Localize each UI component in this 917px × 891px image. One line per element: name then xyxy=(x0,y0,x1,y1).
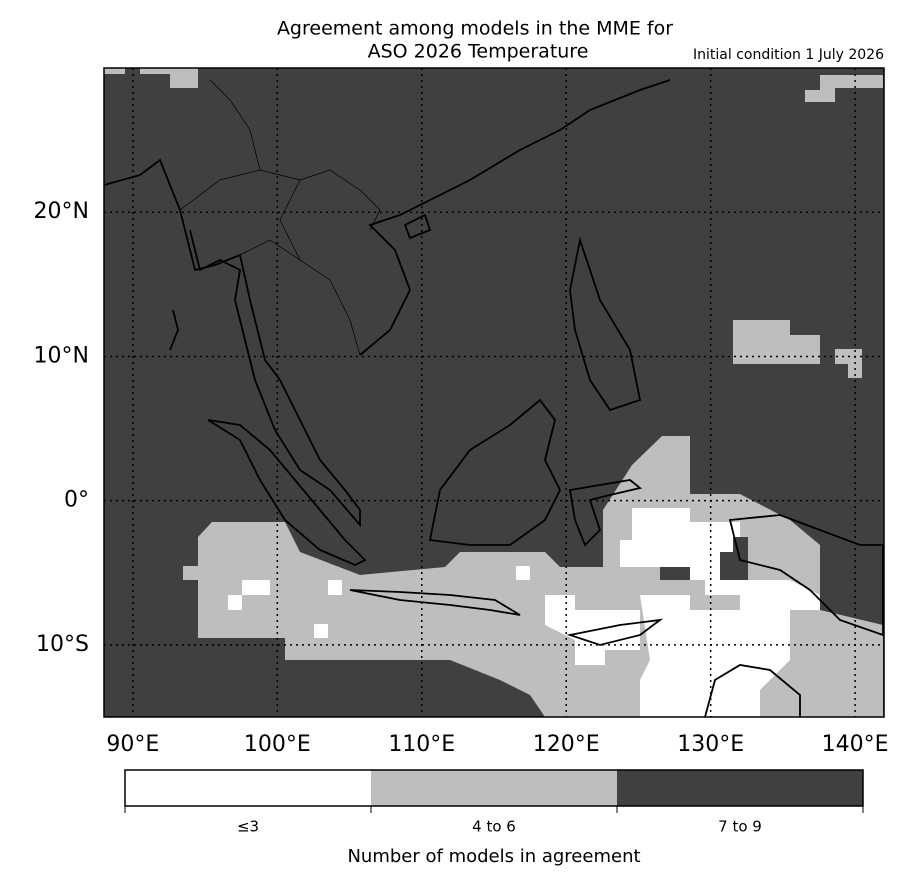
region-medium xyxy=(733,320,820,364)
coastline xyxy=(568,479,643,547)
coastline xyxy=(359,79,671,356)
country-border xyxy=(179,79,381,356)
map-area xyxy=(104,68,884,717)
map-frame xyxy=(103,67,885,718)
coastline xyxy=(349,589,521,616)
region-low xyxy=(328,580,342,595)
title-line: Agreement among models in the MME for xyxy=(277,18,673,40)
ticks: 90°E 100°E 110°E 120°E 130°E 140°E 20°N 10°N 0° 1… xyxy=(34,199,889,757)
x-tick-label: 140°E xyxy=(822,732,889,757)
x-tick-label: 100°E xyxy=(244,732,311,757)
region-low xyxy=(228,580,270,610)
region-high xyxy=(660,567,690,580)
coastline xyxy=(704,664,801,717)
coastline xyxy=(428,398,562,546)
region-low xyxy=(516,566,530,580)
y-tick-label: 20°N xyxy=(34,199,89,224)
region-high xyxy=(720,537,748,580)
region-medium xyxy=(104,68,125,74)
subtitle: Initial condition 1 July 2026 xyxy=(693,47,884,63)
x-tick-label: 90°E xyxy=(106,732,159,757)
legend-title: Number of models in agreement xyxy=(347,846,640,867)
x-tick-label: 130°E xyxy=(677,732,744,757)
y-tick-label: 0° xyxy=(64,488,89,513)
region-medium xyxy=(805,75,883,102)
y-tick-label: 10°S xyxy=(36,632,89,657)
region-low xyxy=(314,624,328,638)
grid xyxy=(104,68,884,717)
coastline xyxy=(169,309,179,351)
legend-swatch xyxy=(371,770,617,806)
legend-frame xyxy=(124,769,864,807)
legend-label: ≤3 xyxy=(237,818,259,836)
coastline xyxy=(728,514,884,637)
title-line: ASO 2026 Temperature xyxy=(368,41,589,63)
x-tick-label: 110°E xyxy=(388,732,455,757)
coastline xyxy=(569,236,642,412)
y-tick-label: 10°N xyxy=(34,343,89,368)
legend-swatch xyxy=(125,770,371,806)
coastline xyxy=(403,213,432,240)
coastline xyxy=(207,419,367,566)
legend-label: 7 to 9 xyxy=(718,818,762,836)
region-low xyxy=(640,580,820,717)
coastline xyxy=(566,618,664,646)
coastline xyxy=(104,158,361,528)
legend-label: 4 to 6 xyxy=(472,818,516,836)
legend: ≤3 4 to 6 7 to 9 xyxy=(124,769,864,836)
legend-swatch xyxy=(617,770,863,806)
x-tick-label: 120°E xyxy=(533,732,600,757)
region-medium xyxy=(140,68,198,88)
